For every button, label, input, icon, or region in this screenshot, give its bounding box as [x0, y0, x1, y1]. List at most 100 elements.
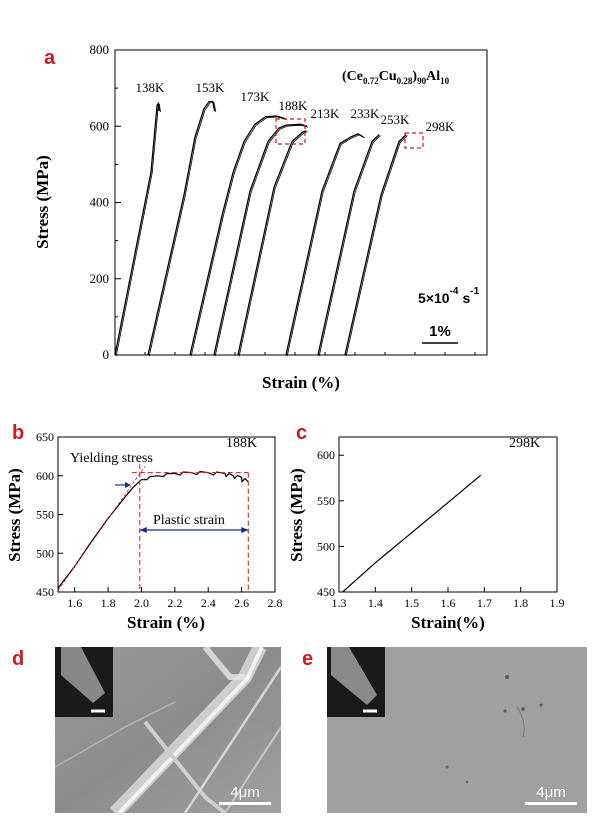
chart-a-ytick-label: 600	[90, 118, 110, 133]
chart-b-linear-fit	[57, 466, 146, 591]
chart-c-xlabel: Strain(%)	[411, 613, 485, 632]
panel-letter-a: a	[44, 47, 56, 69]
chart-c-xtick-label: 1.7	[477, 596, 492, 610]
chart-b-ytick-label: 650	[36, 430, 54, 444]
chart-b-ytick-label: 550	[36, 508, 54, 522]
chart-a-label-298K: 298K	[426, 119, 456, 134]
chart-b-ylabel: Stress (MPa)	[5, 468, 24, 562]
panel-letter-c: c	[296, 422, 308, 444]
sem-d-scale-label: 4μm	[230, 784, 260, 801]
chart-a-curve-298K	[344, 134, 407, 356]
chart-b-xtick-label: 2.4	[201, 596, 216, 610]
chart-b-xlabel: Strain (%)	[127, 613, 205, 632]
chart-b-xtick-label: 2.0	[134, 596, 149, 610]
chart-a-scale-label: 1%	[429, 323, 451, 340]
sem-e-scale-label: 4μm	[536, 784, 566, 801]
chart-c-xtick-label: 1.3	[332, 596, 347, 610]
chart-c-ytick-label: 500	[317, 539, 335, 553]
chart-b-xtick-label: 1.8	[101, 596, 116, 610]
chart-b-yield-label: Yielding stress	[70, 451, 153, 466]
chart-b-xtick-label: 2.8	[268, 596, 283, 610]
chart-a-curve-repeat-173K	[190, 116, 287, 357]
chart-a-label-153K: 153K	[196, 80, 226, 95]
chart-c-ytick-label: 450	[317, 585, 335, 599]
chart-a-curve-repeat-213K	[238, 131, 308, 357]
chart-c-ytick-label: 600	[317, 448, 335, 462]
chart-c-xtick-label: 1.4	[368, 596, 383, 610]
sem-e-scale-bar	[525, 802, 577, 805]
chart-b-yield-arrow	[115, 481, 131, 488]
chart-a-curve-repeat-298K	[345, 135, 408, 357]
chart-a-curve-153K	[147, 100, 216, 356]
chart-b-yield-arrow-head	[125, 481, 131, 488]
chart-b-xtick-label: 1.6	[67, 596, 82, 610]
chart-b-ytick-label: 450	[36, 585, 54, 599]
chart-c: 1.3 1.4 1.5 1.6 1.7 1.8 1.9 450 500 550 600 298K S…	[287, 436, 565, 632]
chart-c-xtick-label: 1.5	[404, 596, 419, 610]
chart-a-curve-repeat-153K	[148, 102, 217, 357]
chart-c-frame	[338, 436, 558, 593]
chart-a-curve-233K	[285, 133, 364, 356]
chart-a-curves	[114, 100, 408, 357]
chart-a-curve-138K	[114, 101, 160, 356]
chart-a-frame	[114, 49, 488, 356]
chart-a-highlight-188K	[275, 118, 306, 145]
chart-a-label-138K: 138K	[136, 80, 166, 95]
chart-c-curve-298K	[342, 474, 482, 593]
chart-a-curve-repeat-253K	[318, 135, 381, 357]
sem-d-scale: 4μm	[219, 784, 271, 805]
sem-image-e: 4μm	[327, 647, 587, 813]
chart-a-curve-253K	[317, 134, 380, 356]
sem-d-scale-bar	[219, 802, 271, 805]
chart-a-label-253K: 253K	[381, 112, 411, 127]
chart-a-label-233K: 233K	[351, 106, 381, 121]
chart-b-ticks: 1.6 1.8 2.0 2.2 2.4 2.6 2.8 450 500 550 600 650	[36, 430, 283, 610]
chart-b-temp-label: 188K	[226, 436, 257, 451]
chart-b-arrow-head-right	[241, 527, 249, 533]
sem-inset-d	[55, 647, 113, 717]
chart-a-curve-188K	[213, 123, 308, 356]
sem-inset-e-drawing	[331, 647, 377, 713]
chart-b-ytick-label: 500	[36, 546, 54, 560]
chart-c-xtick-label: 1.8	[513, 596, 528, 610]
chart-c-xtick-label: 1.6	[441, 596, 456, 610]
chart-a-ytick-label: 400	[90, 195, 110, 210]
chart-a-y-ticks: 0 200 400 600 800	[90, 42, 476, 362]
chart-a-ytick-label: 200	[90, 271, 110, 286]
chart-a-label-188K: 188K	[279, 98, 309, 113]
chart-b-plastic-label: Plastic strain	[153, 513, 225, 528]
chart-a-ytick-label: 0	[103, 347, 110, 362]
chart-b: 1.6 1.8 2.0 2.2 2.4 2.6 2.8 450 500 550 600 650 Yie…	[5, 430, 283, 632]
panel-letter-e: e	[302, 648, 314, 670]
chart-a-curve-213K	[237, 130, 307, 356]
chart-a-xlabel: Strain (%)	[262, 373, 340, 392]
chart-a-ytick-label: 800	[90, 42, 110, 57]
chart-b-xtick-label: 2.2	[167, 596, 182, 610]
chart-b-xtick-label: 2.6	[234, 596, 249, 610]
chart-c-ylabel: Stress (MPa)	[287, 468, 306, 562]
chart-a-label-213K: 213K	[311, 106, 341, 121]
panel-letter-b: b	[12, 422, 25, 444]
chart-a-strain-rate: 5×10-4 s-1	[418, 286, 480, 306]
chart-c-temp-label: 298K	[509, 436, 540, 451]
sem-inset-d-drawing	[61, 647, 105, 713]
chart-b-arrow-head-left	[139, 527, 147, 533]
chart-a-curve-repeat-188K	[214, 124, 309, 357]
chart-b-ytick-label: 600	[36, 469, 54, 483]
chart-a-ylabel: Stress (MPa)	[33, 155, 52, 249]
chart-a-label-173K: 173K	[241, 89, 271, 104]
panel-letter-d: d	[12, 648, 25, 670]
sem-inset-e	[327, 647, 385, 717]
sem-e-scale: 4μm	[525, 784, 577, 805]
chart-c-xtick-label: 1.9	[550, 596, 565, 610]
sem-image-d: 4μm	[55, 647, 281, 813]
chart-a-curve-repeat-233K	[286, 134, 365, 357]
chart-a-highlight-298K	[404, 132, 424, 149]
chart-a-curve-repeat-138K	[115, 103, 161, 357]
chart-a-alloy-formula: (Ce0.72Cu0.28)90Al10	[342, 69, 450, 86]
chart-c-ytick-label: 550	[317, 494, 335, 508]
chart-b-plastic-strain-arrow	[139, 527, 249, 533]
chart-a-curve-173K	[189, 115, 286, 356]
